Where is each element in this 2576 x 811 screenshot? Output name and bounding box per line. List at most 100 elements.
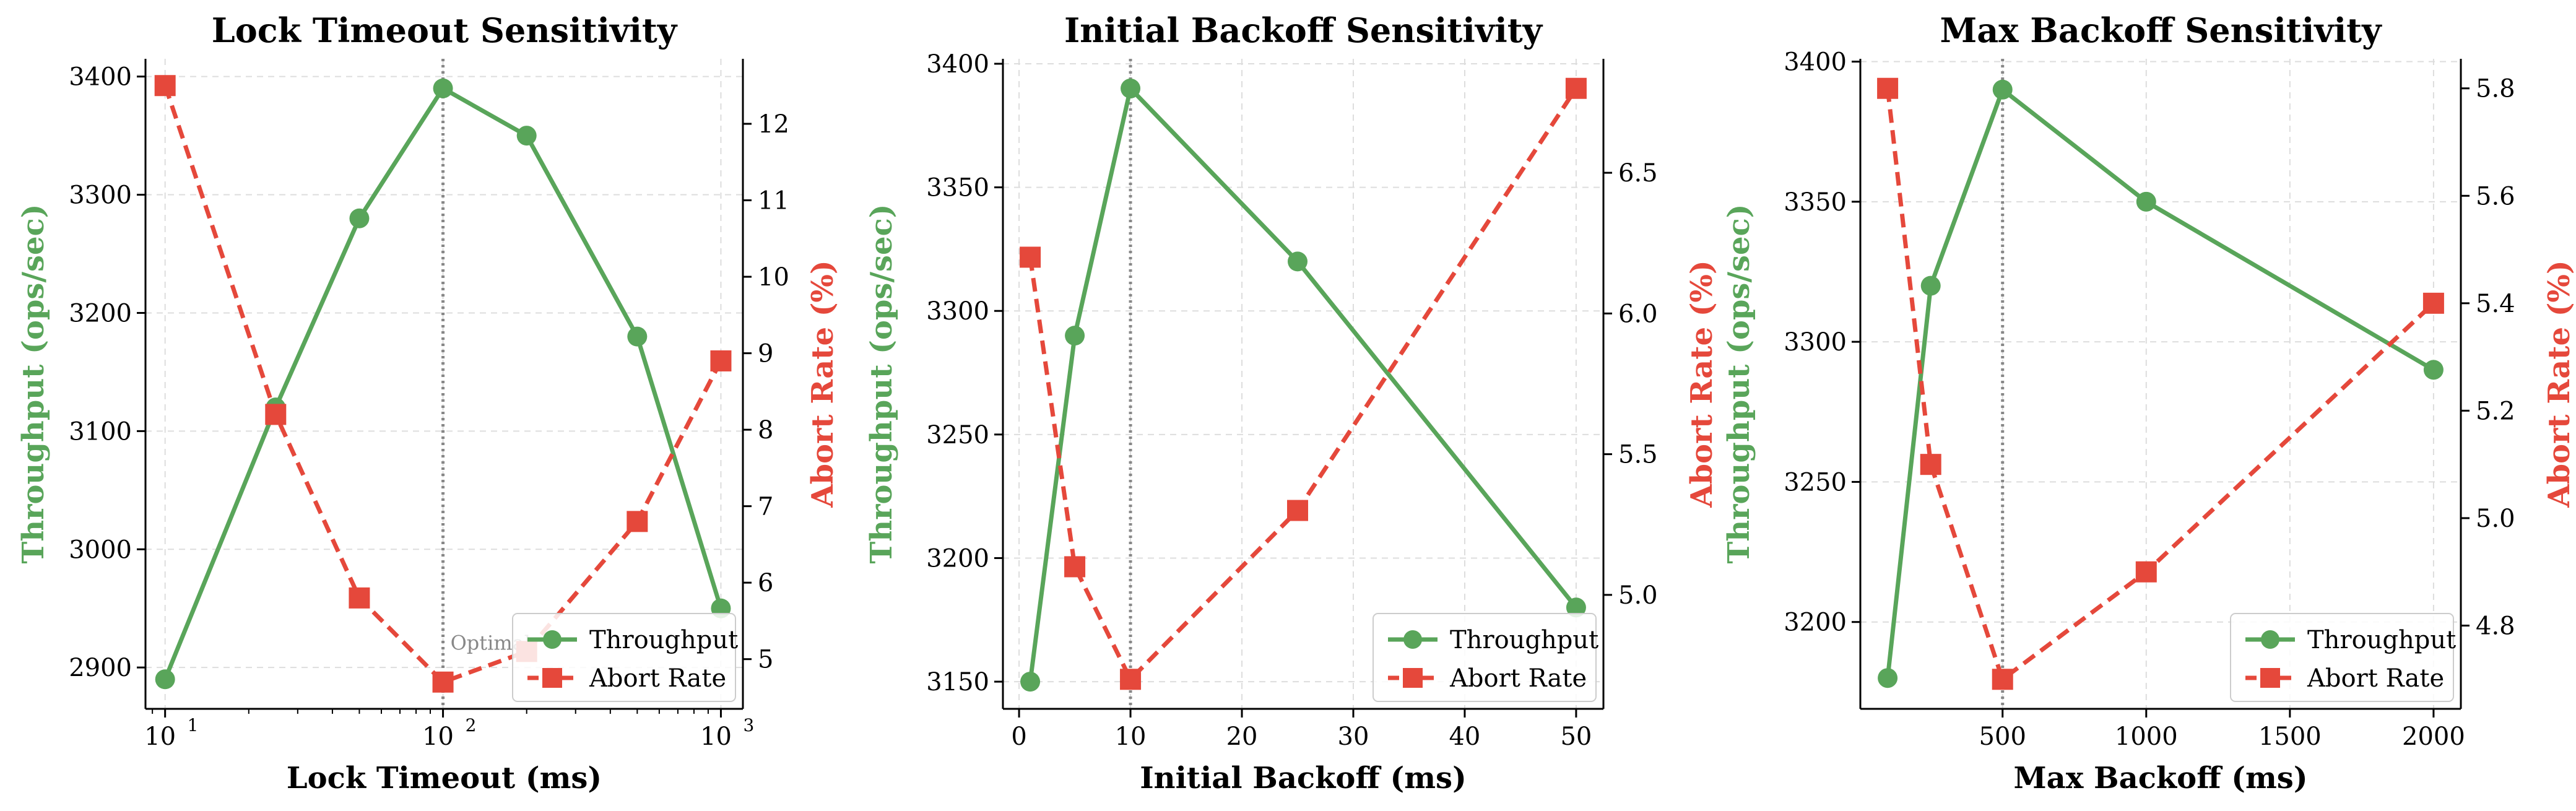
y-left-tick-label: 3300: [926, 297, 989, 326]
legend-label: Abort Rate: [1449, 664, 1587, 693]
data-point: [1992, 669, 2013, 690]
data-point: [2135, 561, 2157, 583]
legend-label: Abort Rate: [589, 664, 726, 693]
x-axis-label: Initial Backoff (ms): [1140, 761, 1467, 796]
x-axis-label: Lock Timeout (ms): [287, 761, 602, 796]
data-point: [265, 404, 287, 425]
data-point: [1920, 454, 1941, 475]
data-point: [1878, 668, 1898, 688]
y-right-tick-label: 9: [758, 340, 773, 368]
legend-marker: [1403, 630, 1422, 649]
y-left-tick-label: 2900: [69, 654, 132, 682]
x-tick-label: 2000: [2402, 722, 2465, 751]
data-point: [1020, 672, 1041, 692]
chart-title: Initial Backoff Sensitivity: [1064, 11, 1543, 50]
data-point: [627, 326, 648, 347]
grid: [1860, 59, 2461, 709]
x-tick-label: 500: [1979, 722, 2026, 751]
legend-marker: [542, 668, 562, 688]
y-left-axis-label: Throughput (ops/sec): [864, 204, 899, 564]
series-line: [1885, 88, 2435, 682]
legend-label: Throughput: [2307, 626, 2456, 654]
data-point: [1065, 326, 1085, 346]
data-point: [516, 126, 537, 146]
legend-marker: [543, 630, 562, 649]
y-right-axis-label: Abort Rate (%): [1685, 260, 1719, 508]
x-tick-label: 10: [422, 722, 454, 751]
legend-marker: [2261, 630, 2279, 649]
data-point: [2423, 360, 2444, 380]
y-right-tick-label: 4.8: [2476, 612, 2515, 640]
y-left-tick-label: 3400: [69, 63, 132, 92]
x-tick-label: 10: [144, 722, 176, 751]
y-right-tick-label: 5.0: [2476, 505, 2515, 533]
y-left-tick-label: 3300: [69, 181, 132, 210]
y-right-tick-label: 5.4: [2476, 290, 2515, 318]
legend-label: Throughput: [589, 626, 738, 654]
data-point: [627, 511, 648, 532]
series-line: [1885, 87, 2435, 679]
data-point: [1287, 500, 1309, 521]
grid: [1003, 59, 1603, 709]
data-point: [1877, 77, 1899, 99]
data-point: [154, 75, 176, 97]
x-tick-label: 20: [1226, 722, 1258, 751]
y-right-tick-label: 6.5: [1618, 159, 1658, 188]
x-axis-label: Max Backoff (ms): [2013, 761, 2307, 796]
y-right-tick-label: 8: [758, 416, 773, 445]
x-tick-label: 1500: [2258, 722, 2322, 751]
y-right-axis-label: Abort Rate (%): [2542, 260, 2576, 508]
legend-marker: [1403, 668, 1423, 688]
y-right-tick-label: 6.0: [1618, 300, 1658, 328]
series-throughput: [1020, 78, 1586, 692]
y-right-tick-label: 5.8: [2476, 75, 2515, 103]
data-point: [433, 78, 453, 98]
legend: Throughput Abort Rate: [2230, 613, 2456, 702]
x-tick-label: 10: [700, 722, 732, 751]
chart-panel-2: 0 10 20 30 40 50 3150 3200 3250 3300 3350 3400 5.0 5.…: [864, 11, 1719, 796]
x-tick-label: 1000: [2115, 722, 2178, 751]
x-tick-label: 40: [1449, 722, 1480, 751]
y-right-tick-label: 12: [758, 110, 789, 139]
y-left-tick-label: 3250: [1784, 468, 1847, 497]
y-right-tick-label: 10: [758, 263, 789, 292]
data-point: [1288, 251, 1308, 272]
series-line: [1028, 87, 1578, 682]
legend: Throughput Abort Rate: [512, 613, 738, 702]
chart-panel-3: 500 1000 1500 2000 3200 3250 3300 3350 3400 4.8 5.…: [1722, 11, 2576, 796]
data-point: [432, 671, 454, 693]
x-tick-exponent: 3: [743, 715, 754, 735]
data-point: [1565, 77, 1587, 99]
data-point: [155, 669, 175, 690]
data-point: [1920, 275, 1941, 296]
x-tick-exponent: 1: [188, 715, 199, 735]
y-right-tick-label: 7: [758, 493, 773, 521]
y-left-tick-label: 3200: [1784, 609, 1847, 637]
data-point: [2136, 191, 2156, 212]
data-point: [1064, 556, 1086, 578]
y-right-tick-label: 6: [758, 569, 773, 597]
y-left-axis-label: Throughput (ops/sec): [1722, 204, 1756, 564]
y-left-tick-label: 3250: [926, 421, 989, 449]
data-point: [1020, 246, 1041, 268]
x-tick-label: 0: [1011, 722, 1026, 751]
y-left-axis-label: Throughput (ops/sec): [16, 204, 51, 564]
legend-marker: [2260, 668, 2280, 688]
data-point: [1120, 669, 1142, 690]
series-abort-rate: [1877, 77, 2444, 690]
data-point: [1566, 597, 1586, 618]
x-tick-label: 30: [1338, 722, 1369, 751]
y-right-tick-label: 5.0: [1618, 581, 1658, 610]
chart-title: Max Backoff Sensitivity: [1940, 11, 2382, 50]
legend-label: Abort Rate: [2307, 664, 2444, 693]
data-point: [2422, 292, 2444, 314]
legend-label: Throughput: [1450, 626, 1598, 654]
y-left-tick-label: 3300: [1784, 328, 1847, 357]
y-left-tick-label: 3350: [1784, 188, 1847, 217]
data-point: [1121, 78, 1141, 98]
y-left-tick-label: 3400: [926, 50, 989, 79]
y-left-tick-label: 3200: [69, 299, 132, 327]
y-right-tick-label: 5: [758, 646, 773, 674]
series-abort-rate: [1020, 77, 1587, 690]
